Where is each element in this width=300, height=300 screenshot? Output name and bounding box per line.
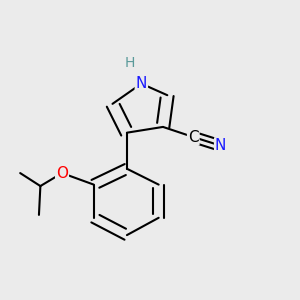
Text: O: O	[56, 166, 68, 181]
Text: C: C	[188, 130, 199, 145]
Text: H: H	[124, 56, 135, 70]
Text: N: N	[215, 138, 226, 153]
Text: N: N	[136, 76, 147, 91]
